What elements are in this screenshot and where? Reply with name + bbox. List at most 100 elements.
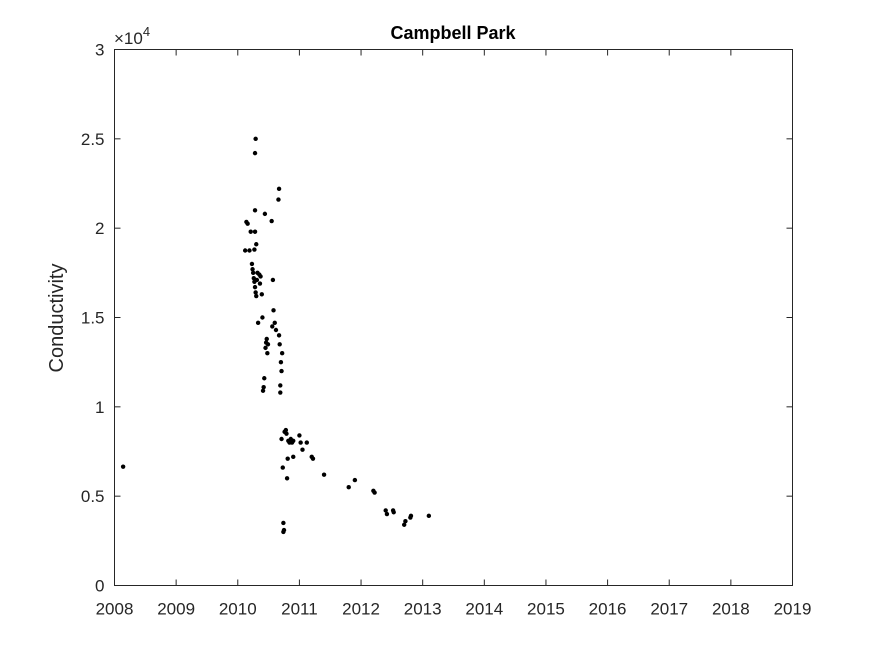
data-point	[120, 464, 126, 469]
x-tick-label: 2018	[712, 600, 750, 619]
plot-area-frame	[114, 49, 793, 586]
data-point	[258, 274, 263, 279]
data-point	[291, 454, 296, 460]
data-point	[285, 456, 290, 461]
data-point	[252, 208, 258, 213]
y-tick-label: 2.5	[81, 130, 105, 149]
data-point	[346, 485, 351, 490]
data-point	[257, 281, 263, 286]
data-point	[265, 342, 271, 347]
data-point	[283, 427, 289, 433]
data-point	[249, 261, 255, 267]
data-point	[250, 270, 256, 276]
data-point	[255, 320, 261, 326]
data-point	[270, 324, 275, 329]
x-tick-label: 2013	[404, 600, 442, 619]
y-tick-label: 3	[95, 41, 104, 60]
data-point	[281, 520, 286, 526]
y-tick-label: 2	[95, 219, 104, 238]
data-point	[284, 431, 289, 436]
data-point	[264, 336, 269, 342]
data-point	[254, 277, 260, 283]
svg-text:×104: ×104	[114, 24, 150, 48]
data-point	[298, 440, 303, 445]
data-point	[252, 247, 257, 252]
data-point	[252, 150, 258, 156]
data-point	[262, 211, 268, 217]
data-point	[254, 293, 259, 299]
data-point	[276, 186, 282, 192]
data-point	[278, 390, 283, 395]
data-point	[254, 242, 259, 247]
data-point	[403, 518, 408, 524]
x-tick-label: 2011	[281, 600, 318, 619]
data-point	[279, 351, 285, 356]
data-point	[271, 308, 276, 313]
data-point	[304, 440, 310, 445]
data-point	[372, 490, 377, 495]
data-point	[270, 277, 276, 283]
data-point	[259, 292, 265, 297]
data-point	[284, 476, 290, 481]
data-points	[120, 136, 432, 535]
x-tick-label: 2010	[219, 600, 257, 619]
y-tick-label: 0	[95, 577, 104, 596]
y-tick-label: 1.5	[81, 309, 105, 328]
data-point	[265, 351, 270, 356]
y-tick-label: 0.5	[81, 487, 105, 506]
data-point	[253, 290, 258, 295]
data-point	[278, 359, 284, 365]
x-tick-label: 2019	[774, 600, 812, 619]
data-point	[279, 436, 284, 442]
x-tick-label: 2016	[589, 600, 627, 619]
x-tick-label: 2012	[342, 600, 380, 619]
x-tick-label: 2014	[465, 600, 503, 619]
x-tick-label: 2009	[157, 600, 195, 619]
data-point	[426, 513, 432, 519]
y-exponent-power: 4	[143, 24, 150, 39]
data-point	[260, 315, 265, 320]
data-point	[279, 368, 284, 374]
x-tick-label: 2008	[96, 600, 134, 619]
data-point	[276, 197, 281, 202]
data-point	[384, 511, 390, 517]
axis-ticks: 2008 2009 2010 2011 2012 2013 2014 2015 2016 2017…	[81, 41, 812, 619]
data-point	[300, 447, 305, 452]
data-point	[321, 472, 327, 477]
x-tick-label: 2017	[650, 600, 688, 619]
data-point	[260, 388, 266, 393]
data-point	[245, 221, 250, 226]
y-axis-label: Conductivity	[46, 264, 68, 373]
data-point	[247, 248, 252, 253]
data-point	[262, 376, 267, 381]
data-point	[252, 284, 258, 290]
y-axis-exponent: ×104	[114, 24, 150, 48]
x-tick-label: 2015	[527, 600, 565, 619]
data-point	[297, 433, 302, 438]
chart-title: Campbell Park	[390, 23, 516, 43]
data-point	[250, 267, 255, 272]
data-point	[291, 438, 296, 443]
data-point	[263, 345, 268, 351]
data-point	[253, 136, 258, 142]
data-point	[269, 218, 274, 224]
data-point	[352, 477, 358, 483]
data-point	[278, 383, 283, 388]
data-point	[276, 333, 282, 338]
data-point	[272, 320, 277, 326]
data-point	[383, 508, 388, 513]
data-point	[277, 342, 282, 347]
data-point	[273, 327, 279, 333]
y-exponent-base: ×10	[114, 29, 143, 48]
data-point	[391, 510, 396, 515]
data-point	[252, 229, 258, 234]
data-point	[281, 527, 287, 533]
data-point	[408, 513, 414, 519]
data-point	[401, 522, 407, 527]
data-point	[280, 465, 285, 470]
data-point	[310, 456, 316, 461]
data-point	[261, 384, 266, 390]
data-point	[248, 229, 253, 234]
